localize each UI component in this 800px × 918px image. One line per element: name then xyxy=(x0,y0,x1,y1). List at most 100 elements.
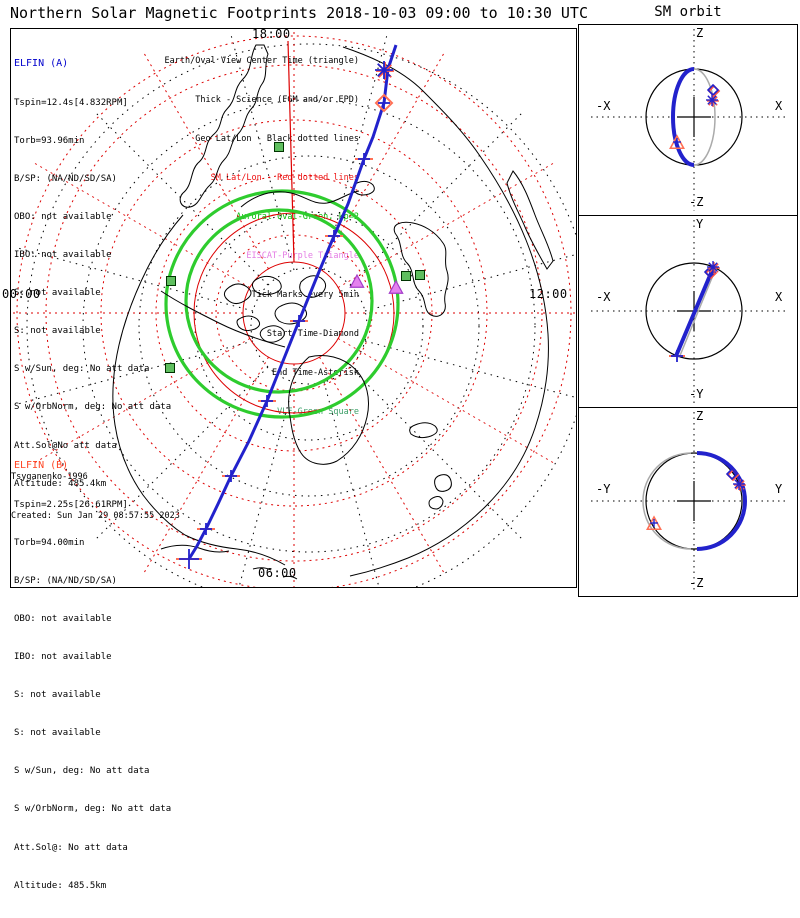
elfin-b-line: S: not available xyxy=(14,728,101,739)
elfin-a-line: S w/OrbNorm, deg: No att data xyxy=(14,402,172,413)
elfin-a-line: Torb=93.96min xyxy=(14,135,85,146)
orbit-asterisk xyxy=(707,95,717,105)
sm-orbit-panel-xy: Y -Y -X X xyxy=(578,215,798,408)
elfin-a-line: Tspin=12.4s[4.832RPM] xyxy=(14,97,128,108)
elfin-b-line: B/SP: (NA/ND/SD/SA) xyxy=(14,575,117,586)
elfin-b-header: ELFIN (B) xyxy=(14,460,69,472)
orbit-asterisk xyxy=(734,479,744,489)
legend-line: EISCAT-Purple Triangle xyxy=(246,251,359,261)
sm-noon-midnight-meridian xyxy=(287,40,295,263)
eiscat-station-triangle xyxy=(388,279,404,294)
sm-orbit-panel-xz: Z -Z -X X xyxy=(578,24,798,216)
elfin-a-info-block: ELFIN (A) Tspin=12.4s[4.832RPM] Torb=93.… xyxy=(14,33,171,516)
coast-scandinavia xyxy=(393,221,449,317)
vlf-station-square xyxy=(274,142,284,152)
geo-grid-meridian xyxy=(229,31,295,271)
end-time-asterisk xyxy=(377,63,391,77)
axis-label-left: -Y xyxy=(596,482,611,496)
start-time-diamond xyxy=(374,93,394,113)
elfin-a-line: S: not available xyxy=(14,326,101,337)
coast-novaya-zemlya xyxy=(506,170,554,270)
axis-label-top: Z xyxy=(696,409,704,423)
elfin-b-info-block: ELFIN (B) Tspin=2.25s[26.61RPM] Torb=94.… xyxy=(14,435,171,918)
axis-label-right: X xyxy=(775,290,783,304)
sm-grid-circle xyxy=(242,261,346,365)
orbit-asterisk xyxy=(708,262,718,272)
sm-grid-circle xyxy=(45,64,543,562)
legend-line: SM Lat/Lon - Red dotted lines xyxy=(210,173,359,183)
elfin-b-line: Torb=94.00min xyxy=(14,537,85,548)
axis-label-bottom: -Z xyxy=(689,195,704,209)
map-svg xyxy=(11,29,576,587)
vlf-station-square xyxy=(415,270,425,280)
elfin-a-line: Altitude: 485.4km xyxy=(14,478,107,489)
orbit-xy-svg xyxy=(591,220,787,403)
auroral-oval xyxy=(164,189,400,419)
sm-orbit-panel-yz: Z -Z -Y Y xyxy=(578,407,798,597)
legend-line: Geo Lat/Lon - Black dotted lines xyxy=(195,134,359,144)
elfin-a-line: S w/Sun, deg: No att data xyxy=(14,364,150,375)
axis-label-right: X xyxy=(775,99,783,113)
elfin-b-line: S w/OrbNorm, deg: No att data xyxy=(14,804,172,815)
coast-eurasia xyxy=(342,46,549,577)
coast-greenland xyxy=(288,355,369,465)
geo-grid-circle xyxy=(138,155,480,497)
eiscat-station-triangle xyxy=(349,273,365,288)
axis-label-right: Y xyxy=(775,482,783,496)
orbit-diamond xyxy=(725,467,739,481)
elfin-b-line: Att.Sol@: No att data xyxy=(14,842,128,853)
orbit-yz-svg xyxy=(591,412,787,592)
coast-north-america-west xyxy=(112,214,186,536)
elfin-a-line: Att.Sol@No att data xyxy=(14,440,117,451)
legend-line: VLF-Green Square xyxy=(277,407,359,417)
vlf-station-square xyxy=(165,363,175,373)
elfin-b-line: S: not available xyxy=(14,690,101,701)
legend-line: Tick Marks every 5min xyxy=(251,290,359,300)
mlt-label-06: 06:00 xyxy=(258,566,297,580)
elfin-a-line: B/SP: (NA/ND/SD/SA) xyxy=(14,173,117,184)
axis-label-left: -X xyxy=(596,290,611,304)
coast-alaska xyxy=(179,44,269,208)
mlt-label-00: 00:00 xyxy=(2,287,41,301)
created-timestamp: Created: Sun Jan 29 08:57:55 2023 xyxy=(11,511,180,521)
plot-title: Northern Solar Magnetic Footprints 2018-… xyxy=(10,4,588,22)
sm-orbit-panel-title: SM orbit xyxy=(654,4,722,20)
elfin-b-line: Altitude: 485.5km xyxy=(14,880,107,891)
coast-uk xyxy=(428,474,452,510)
orbit-xz-svg xyxy=(591,29,787,211)
axis-label-top: Y xyxy=(696,217,704,231)
coastlines xyxy=(112,44,554,580)
sm-grid-circle xyxy=(100,119,488,507)
plot-page: { "title": "Northern Solar Magnetic Foot… xyxy=(2,4,798,891)
footprint-track xyxy=(187,44,398,560)
geo-grid-meridian xyxy=(364,340,576,399)
footprint-overlay xyxy=(165,44,425,569)
model-credit: Tsyganenko-1996 xyxy=(11,472,88,482)
geo-grid-meridian xyxy=(323,381,380,587)
sm-grid-circle xyxy=(16,35,572,587)
axis-label-bottom: -Y xyxy=(689,387,704,401)
legend-line: Earth/Oval View Center Time (triangle) xyxy=(164,56,359,66)
axis-label-left: -X xyxy=(596,99,611,113)
credits-block: Tsyganenko-1996 Created: Sun Jan 29 08:5… xyxy=(11,445,576,549)
elfin-a-line: OBO: not available xyxy=(14,211,112,222)
elfin-a-header: ELFIN (A) xyxy=(14,58,69,70)
polar-map-panel: ELFIN (A) Tspin=12.4s[4.832RPM] Torb=93.… xyxy=(10,28,577,891)
legend-line: Start Time-Diamond xyxy=(266,329,359,339)
geo-grid-meridian xyxy=(349,109,526,286)
coast-gulf-caribbean xyxy=(160,534,298,580)
mlt-label-18: 18:00 xyxy=(252,27,291,41)
sm-grid-meridian xyxy=(337,338,555,464)
elfin-b-line: S w/Sun, deg: No att data xyxy=(14,766,150,777)
elfin-b-line: IBO: not available xyxy=(14,651,112,662)
vlf-station-square xyxy=(401,271,411,281)
elfin-a-line: IBO: not available xyxy=(14,249,112,260)
mlt-label-12: 12:00 xyxy=(529,287,568,301)
elfin-a-line: S: not available xyxy=(14,288,101,299)
elfin-b-line: OBO: not available xyxy=(14,613,112,624)
axis-label-bottom: -Z xyxy=(689,576,704,590)
elfin-b-line: Tspin=2.25s[26.61RPM] xyxy=(14,499,128,510)
axis-label-top: Z xyxy=(696,26,704,40)
coast-canada-mainland xyxy=(160,290,286,348)
legend-line: Auroral Oval-Green, kp=2 xyxy=(236,212,359,222)
